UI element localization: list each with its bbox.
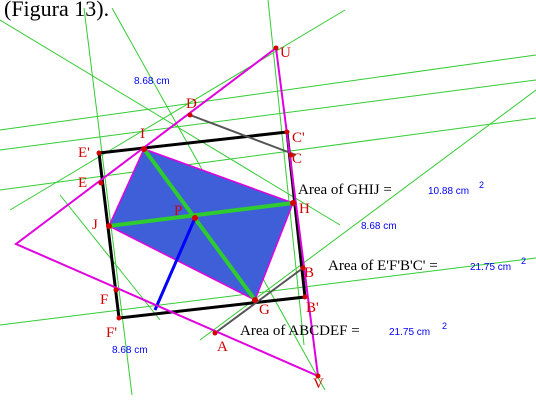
construction-line: [0, 54, 536, 131]
point-labels: U D I C' E' C E P H J B F G B' F' A V: [78, 45, 324, 392]
area-ghij-value: 10.88 cm: [428, 186, 469, 197]
label-f-prime: F': [106, 325, 117, 341]
point-d: [187, 112, 193, 118]
label-a: A: [217, 339, 228, 355]
area-abcdef-value: 21.75 cm: [389, 327, 430, 338]
label-e-prime: E': [78, 145, 90, 161]
construction-line: [0, 117, 536, 191]
measure-side-right: 8.68 cm: [361, 221, 397, 232]
area-ghij-exp: 2: [479, 180, 484, 190]
point-b: [300, 265, 306, 271]
construction-line: [0, 257, 536, 326]
label-c: C: [292, 151, 302, 167]
area-efbc-value: 21.75 cm: [470, 262, 511, 273]
point-f-prime: [116, 315, 122, 321]
diagonal-ig: [142, 147, 257, 302]
label-h: H: [299, 201, 310, 217]
construction-line: [0, 19, 341, 226]
point-j: [106, 223, 112, 229]
label-p: P: [174, 203, 182, 219]
label-g: G: [259, 302, 270, 318]
label-u: U: [280, 45, 291, 61]
label-j: J: [92, 217, 98, 233]
point-c: [288, 152, 294, 158]
construction-line: [0, 79, 536, 151]
triangle: [14, 46, 320, 378]
point-f: [113, 287, 119, 293]
diagonals: [108, 147, 294, 302]
construction-line: [9, 9, 346, 211]
label-c-prime: C': [292, 130, 305, 146]
measure-side-bottom: 8.68 cm: [112, 345, 148, 356]
area-efbc-exp: 2: [521, 256, 526, 266]
point-a: [212, 330, 218, 336]
point-c-prime: [284, 129, 290, 135]
label-e: E: [78, 175, 87, 191]
diagonal-hj: [108, 201, 294, 228]
label-b: B: [304, 265, 314, 281]
point-h: [290, 200, 296, 206]
radius-segment: [153, 217, 197, 311]
point-g: [252, 297, 258, 303]
area-efbc-readout: Area of E'F'B'C' = 21.75 cm 2: [328, 256, 526, 274]
label-i: I: [140, 126, 145, 142]
area-abcdef-readout: Area of ABCDEF = 21.75 cm 2: [240, 321, 447, 339]
point-u: [273, 45, 279, 51]
construction-line: [83, 7, 133, 396]
label-d: D: [186, 96, 197, 112]
area-abcdef-label: Area of ABCDEF =: [240, 323, 360, 339]
point-e-prime: [96, 150, 102, 156]
area-ghij-label: Area of GHIJ =: [298, 182, 392, 198]
measure-side-top: 8.68 cm: [134, 76, 170, 87]
point-p: [192, 215, 198, 221]
label-b-prime: B': [306, 300, 319, 316]
label-f: F: [100, 292, 108, 308]
construction-lines: [0, 0, 536, 396]
point-b-prime: [302, 294, 308, 300]
point-v: [315, 373, 321, 379]
area-abcdef-exp: 2: [442, 321, 447, 331]
hexagon-edge-ab: [214, 267, 304, 334]
point-e: [98, 180, 104, 186]
hexagon-edge-dc: [189, 114, 297, 156]
points: [96, 45, 321, 379]
figure-caption: (Figura 13).: [4, 0, 109, 21]
area-ghij-readout: Area of GHIJ = 10.88 cm 2: [298, 180, 484, 198]
label-v: V: [313, 376, 324, 392]
point-i: [141, 146, 147, 152]
hexagon-edges: [189, 114, 304, 334]
area-efbc-label: Area of E'F'B'C' =: [328, 258, 438, 274]
